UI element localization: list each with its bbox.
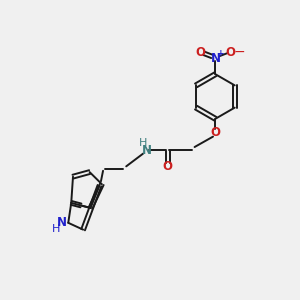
Text: N: N (142, 143, 152, 157)
Text: −: − (234, 45, 246, 59)
Text: O: O (226, 46, 236, 59)
Text: H: H (52, 224, 60, 234)
Text: O: O (163, 160, 173, 173)
Text: H: H (139, 139, 147, 148)
Text: O: O (195, 46, 205, 59)
Text: N: N (57, 216, 67, 229)
Text: N: N (210, 52, 220, 65)
Text: +: + (217, 49, 225, 58)
Text: O: O (210, 126, 220, 139)
